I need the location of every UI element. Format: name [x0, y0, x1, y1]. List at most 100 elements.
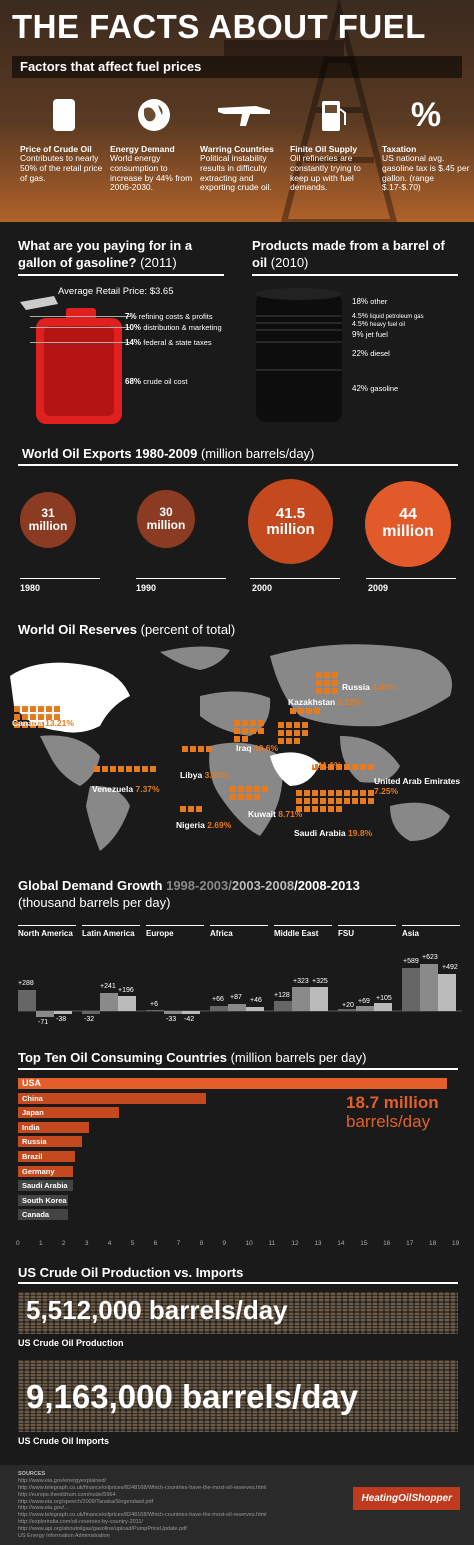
demand-value: +46 [250, 997, 262, 1004]
consumer-bar-canada: Canada [18, 1209, 69, 1221]
axis-tick: 15 [360, 1240, 368, 1247]
demand-value: +196 [118, 987, 134, 994]
reserve-grid-uae [312, 764, 374, 770]
source-link[interactable]: http://www.eia.gov/... [18, 1505, 69, 1512]
axis-tick: 12 [291, 1240, 299, 1247]
reserve-grid-nigeria [180, 806, 202, 812]
reserve-label-iraq: Iraq 10.6% [236, 743, 279, 753]
barrel-item-lpg: 4.5% liquid petroleum gas [352, 313, 424, 320]
source-link[interactable]: http://www.api.org/aboutoilgas/gasoline/… [18, 1526, 187, 1532]
export-circle-1990: 30 million [137, 490, 195, 548]
bar [228, 1004, 246, 1011]
brand-logo[interactable]: HeatingOilShopper [353, 1487, 460, 1510]
factor-crude-oil: Price of Crude Oil Contributes to nearly… [20, 94, 108, 183]
divider [252, 274, 458, 276]
demand-value: +492 [442, 964, 458, 971]
export-year: 2009 [368, 583, 389, 593]
axis-tick: 16 [383, 1240, 391, 1247]
demand-region: FSU [338, 925, 396, 939]
source-link[interactable]: http://explorindia.com/oil-reserves-by-c… [18, 1519, 143, 1526]
bar [402, 968, 420, 1011]
reserve-grid-iraq [234, 720, 264, 742]
demand-value: -33 [166, 1016, 177, 1023]
demand-value: -71 [38, 1019, 49, 1026]
consumer-bar-india: India [18, 1121, 90, 1133]
source-link[interactable]: http://www.telegraph.co.uk/finance/oilpr… [18, 1512, 267, 1519]
production-title: US Crude Oil Production vs. Imports [18, 1265, 244, 1280]
demand-value: -42 [184, 1016, 195, 1023]
bar [292, 987, 310, 1011]
bar [36, 1011, 54, 1017]
bar [100, 993, 118, 1011]
demand-value: +6 [150, 1001, 158, 1008]
axis-tick: 2 [61, 1240, 66, 1247]
demand-region: Middle East [274, 925, 332, 939]
demand-value: +20 [342, 1002, 354, 1009]
export-year: 2000 [252, 583, 273, 593]
imports-value: 9,163,000 barrels/day [26, 1378, 359, 1415]
reserves-title: World Oil Reserves (percent of total) [18, 622, 236, 637]
axis-tick: 8 [199, 1240, 204, 1247]
bar [438, 974, 456, 1011]
reserve-label-venezuela: Venezuela 7.37% [92, 784, 160, 794]
demand-value: +288 [18, 980, 34, 987]
consumer-bar-usa: USA [18, 1078, 448, 1089]
oil-derrick-icon [224, 0, 398, 222]
axis-tick: 9 [222, 1240, 227, 1247]
gallon-item-taxes: 14% federal & state taxes [125, 338, 212, 347]
demand-value: +623 [422, 954, 438, 961]
source-text: US Energy Information Administration [18, 1532, 110, 1539]
demand-value: +87 [230, 994, 242, 1001]
demand-value: +66 [212, 996, 224, 1003]
gas-can-icon [20, 296, 122, 424]
divider [18, 274, 224, 276]
barrel-item-heavy-fuel: 4.5% heavy fuel oil [352, 321, 405, 328]
demand-value: -32 [84, 1016, 95, 1023]
divider [18, 1068, 458, 1070]
consumer-bar-russia: Russia [18, 1136, 83, 1148]
demand-title: Global Demand Growth 1998-2003/2003-2008… [18, 878, 360, 910]
source-link[interactable]: http://www.eia.org/speech/2009/Tanaka/Si… [18, 1498, 154, 1505]
source-link[interactable]: http://www.telegraph.co.uk/finance/oilpr… [18, 1484, 267, 1491]
demand-bars [18, 964, 462, 1017]
reserve-label-nigeria: Nigeria 2.69% [176, 820, 232, 830]
demand-value: +105 [376, 995, 392, 1002]
demand-region: Africa [210, 925, 268, 939]
axis-tick: 14 [337, 1240, 345, 1247]
bar [118, 996, 136, 1011]
bar [146, 1010, 164, 1011]
axis-tick: 4 [107, 1240, 112, 1247]
demand-region: Asia [402, 925, 460, 939]
axis-tick: 19 [452, 1240, 460, 1247]
reserve-grid-saudi-arabia [296, 790, 374, 812]
gas-pump-icon [322, 101, 346, 131]
gallon-item-refining: 7% refining costs & profits [125, 312, 213, 321]
export-circle-2009: 44 million [365, 481, 451, 567]
axis-tick: 18 [429, 1240, 437, 1247]
export-year: 1990 [136, 583, 157, 593]
axis-tick: 10 [245, 1240, 253, 1247]
barrel-item-gasoline: 42% gasoline [352, 384, 399, 393]
consumer-bar-brazil: Brazil [18, 1151, 76, 1162]
factor-energy-demand: Energy Demand World energy consumption t… [110, 94, 198, 193]
demand-region: North America [18, 925, 76, 939]
factor-finite-supply: Finite Oil Supply Oil refineries are con… [290, 94, 378, 193]
axis-tick: 5 [130, 1240, 135, 1247]
reserve-label-kuwait: Kuwait 8.71% [248, 809, 303, 819]
export-circle-1980: 31 million [20, 492, 76, 548]
axis-tick: 6 [153, 1240, 158, 1247]
axis-tick: 17 [406, 1240, 414, 1247]
bar [182, 1011, 200, 1014]
axis-tick: 0 [16, 1240, 20, 1247]
source-link[interactable]: http://europe.theoildrum.com/node/5964 [18, 1491, 116, 1498]
reserve-label-libya: Libya 3.24% [180, 770, 229, 780]
bar [356, 1006, 374, 1011]
factors-title: Factors that affect fuel prices [12, 56, 462, 78]
divider [18, 1282, 458, 1284]
barrel-item-diesel: 22% diesel [352, 349, 390, 358]
source-link[interactable]: http://www.eia.gov/energyexplained/ [18, 1477, 107, 1484]
bar [374, 1003, 392, 1011]
reserve-grid-kazakhstan [290, 708, 320, 714]
bar [420, 964, 438, 1011]
demand-value: +241 [100, 983, 116, 990]
